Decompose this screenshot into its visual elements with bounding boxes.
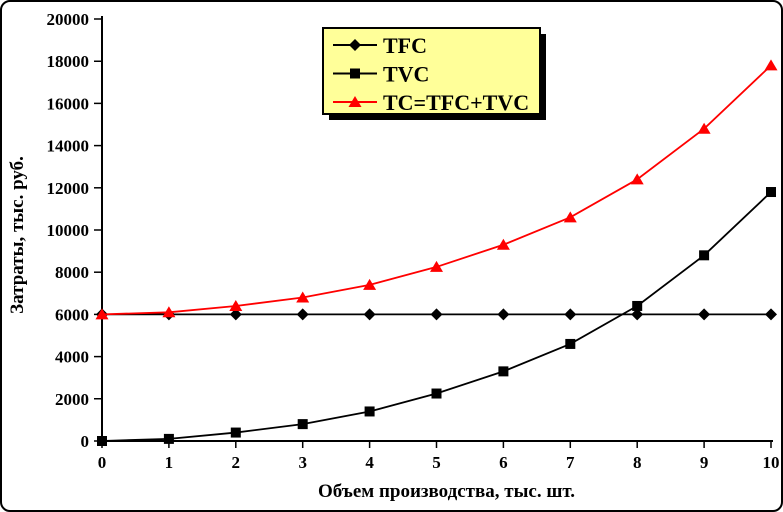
y-tick-label: 6000 (55, 305, 89, 324)
legend-tfc-marker (349, 39, 361, 51)
series-tfc-marker (363, 308, 376, 321)
y-tick-label: 14000 (47, 137, 90, 156)
series-tfc-marker (631, 308, 644, 321)
x-tick-label: 7 (566, 453, 575, 472)
x-tick-label: 1 (165, 453, 174, 472)
series-tfc-marker (564, 308, 577, 321)
legend: TFC TVC TC=TFC+TVC (322, 27, 546, 120)
series-tc-marker (162, 306, 176, 318)
legend-tvc-marker (350, 68, 360, 79)
legend-label-tc: TC=TFC+TVC (383, 90, 529, 115)
y-tick-label: 18000 (47, 52, 90, 71)
y-tick-label: 12000 (47, 179, 90, 198)
x-tick-label: 10 (763, 453, 780, 472)
series-tfc-marker (296, 308, 309, 321)
series-tvc-marker (565, 338, 576, 349)
series-tvc-marker (364, 406, 375, 417)
x-tick-label: 9 (700, 453, 709, 472)
series-tvc-marker (766, 187, 776, 198)
series-tvc-marker (97, 436, 107, 446)
x-tick-label: 2 (232, 453, 241, 472)
series-tfc-marker (765, 308, 777, 321)
y-tick-label: 4000 (55, 348, 89, 367)
series-tvc-marker (699, 250, 710, 261)
series-tc-marker (229, 299, 243, 311)
legend-label-tfc: TFC (383, 33, 427, 58)
y-tick-label: 20000 (47, 10, 90, 29)
series-tvc-marker (431, 388, 442, 399)
x-tick-label: 8 (633, 453, 642, 472)
series-tfc-marker (698, 308, 711, 321)
series-tvc-marker (163, 433, 174, 444)
y-tick-label: 0 (81, 432, 90, 451)
x-tick-label: 3 (298, 453, 307, 472)
x-axis-title: Объем производства, тыс. шт. (318, 481, 575, 502)
series-tc-marker (697, 122, 711, 134)
legend-tc-marker (348, 96, 362, 107)
series-tfc-marker (497, 308, 510, 321)
series-tvc-marker (230, 427, 241, 438)
y-tick-label: 10000 (47, 221, 90, 240)
series-tc-marker (430, 260, 443, 272)
y-tick-label: 2000 (55, 390, 89, 409)
x-tick-label: 6 (499, 453, 508, 472)
legend-label-tvc: TVC (383, 62, 429, 87)
series-tfc-marker (229, 308, 242, 321)
series-tc-marker (363, 278, 377, 290)
x-tick-label: 0 (98, 453, 107, 472)
series-tvc-marker (632, 300, 643, 311)
series-tc-marker (764, 59, 778, 71)
y-tick-label: 16000 (47, 94, 90, 113)
series-tc-marker (296, 291, 310, 303)
x-tick-label: 4 (365, 453, 374, 472)
x-tick-label: 5 (432, 453, 441, 472)
series-tc-marker (563, 211, 577, 223)
series-tc-marker (496, 238, 510, 250)
series-tc-marker (630, 173, 644, 185)
y-axis-title: Затраты, тыс. руб. (7, 156, 28, 314)
series-tvc-marker (498, 366, 509, 377)
series-tc-marker (95, 308, 109, 320)
legend-box (322, 27, 541, 115)
y-tick-label: 8000 (55, 263, 89, 282)
series-tvc-marker (297, 419, 308, 430)
series-tfc-marker (430, 308, 443, 321)
